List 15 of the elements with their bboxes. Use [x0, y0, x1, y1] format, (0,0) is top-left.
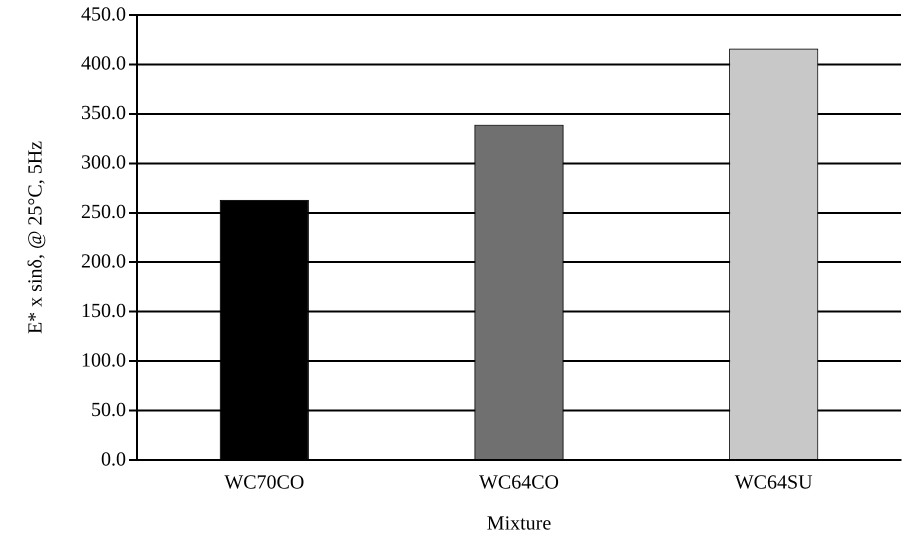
x-tick-label: WC64SU	[734, 471, 814, 494]
y-axis-title: E* x sinδ, @ 25°C, 5Hz	[24, 140, 46, 334]
y-tick-label: 0.0	[101, 448, 126, 470]
y-tick-label: 250.0	[81, 201, 126, 224]
y-tick-label: 150.0	[81, 300, 126, 322]
y-tick-label: 350.0	[81, 102, 126, 124]
y-tick-label: 200.0	[81, 250, 126, 272]
x-tick-label: WC64CO	[479, 471, 559, 494]
y-tick-label: 100.0	[81, 349, 126, 372]
x-tick-label: WC70CO	[224, 471, 304, 494]
y-tick-label: 50.0	[91, 398, 126, 421]
y-tick-label: 300.0	[81, 152, 126, 174]
x-axis-title: Mixture	[486, 512, 552, 534]
y-tick-label: 450.0	[81, 3, 126, 26]
y-tick-label: 400.0	[81, 52, 126, 75]
